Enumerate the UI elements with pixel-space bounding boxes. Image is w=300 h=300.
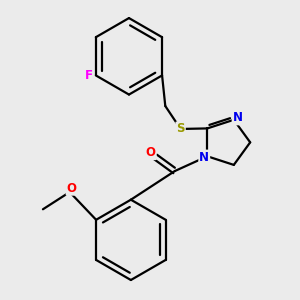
Text: F: F	[85, 69, 93, 82]
Text: O: O	[146, 146, 156, 159]
Text: N: N	[232, 111, 243, 124]
Text: O: O	[67, 182, 76, 195]
Text: N: N	[199, 151, 209, 164]
Text: S: S	[176, 122, 185, 136]
